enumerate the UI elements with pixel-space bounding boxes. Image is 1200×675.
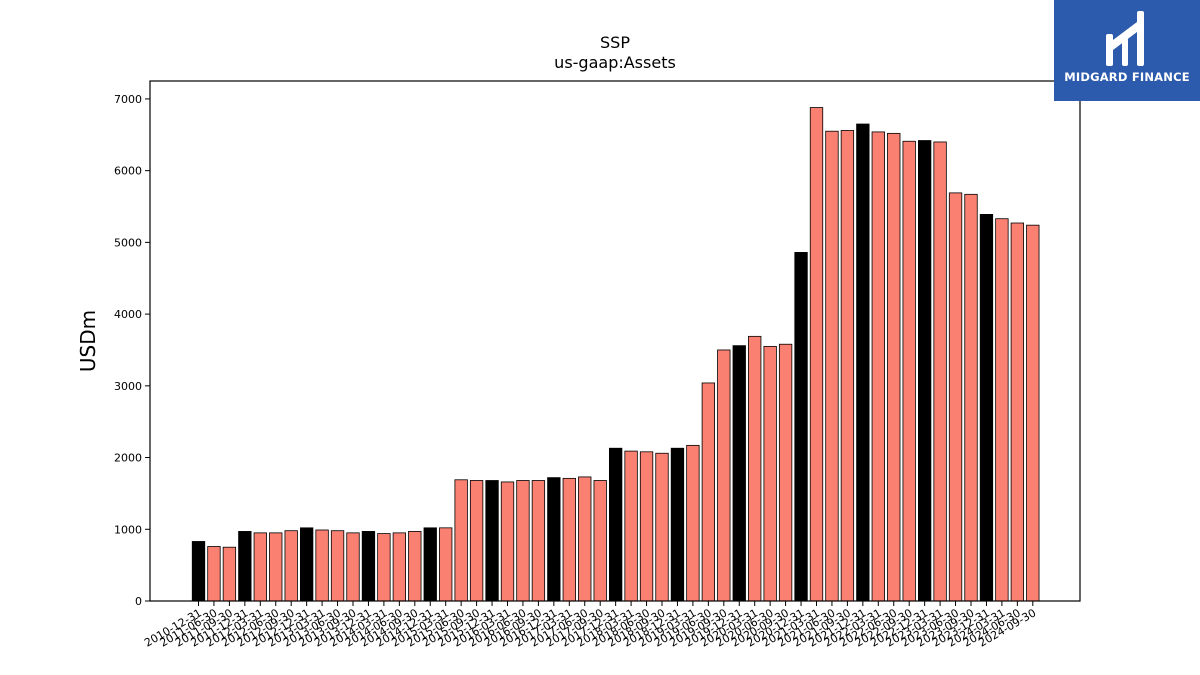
bar-2022-06-30 <box>887 132 901 602</box>
bar-2023-12-31 <box>979 214 994 602</box>
bar-2018-03-31 <box>624 450 638 602</box>
bar-2020-03-31 <box>748 335 762 602</box>
chart-subtitle: us-gaap:Assets <box>554 53 676 72</box>
chart-title: SSP <box>600 33 630 52</box>
y-axis-ticks: 0 1000 2000 3000 4000 5000 6000 7000 <box>114 93 150 608</box>
y-tick-label: 6000 <box>114 165 142 178</box>
bar-2017-03-31 <box>562 477 576 602</box>
bar-2019-09-30 <box>717 349 731 602</box>
bar-2017-06-30 <box>578 476 592 602</box>
bar-2018-09-30 <box>655 452 669 602</box>
y-tick-label: 4000 <box>114 308 142 321</box>
bar-2017-12-31 <box>609 447 623 602</box>
bar-2024-03-31 <box>995 218 1009 602</box>
bar-2024-09-30 <box>1026 224 1040 602</box>
brand-logo: MIDGARD FINANCE <box>1054 0 1200 101</box>
bar-2011-06-30 <box>207 546 221 602</box>
bar-2013-09-30 <box>346 532 360 602</box>
x-axis-ticks: 2010-12-312011-06-302011-09-302011-12-31… <box>142 601 1038 650</box>
bar-2022-09-30 <box>902 140 916 602</box>
bar-2023-09-30 <box>964 193 978 602</box>
bar-2012-03-31 <box>253 532 267 602</box>
bar-2021-03-31 <box>809 107 824 602</box>
bar-2013-12-31 <box>361 531 376 602</box>
bar-2020-09-30 <box>778 343 793 602</box>
bar-2014-06-30 <box>392 532 407 602</box>
y-tick-label: 3000 <box>114 380 142 393</box>
bar-2024-06-30 <box>1010 222 1024 602</box>
bar-2018-12-31 <box>670 447 685 602</box>
bar-2021-09-30 <box>840 130 855 602</box>
y-axis-label: USDm <box>76 310 100 372</box>
bar-2019-03-31 <box>686 444 700 602</box>
bar-2020-06-30 <box>763 345 777 602</box>
bar-2011-09-30 <box>222 546 237 602</box>
bar-2019-12-31 <box>732 345 746 602</box>
bar-2014-09-30 <box>408 531 422 602</box>
y-tick-label: 7000 <box>114 93 142 106</box>
bar-2021-12-31 <box>856 123 870 602</box>
bar-2017-09-30 <box>593 480 607 602</box>
y-tick-label: 2000 <box>114 452 142 465</box>
bar-2018-06-30 <box>639 451 654 602</box>
bar-2020-12-31 <box>794 252 808 602</box>
midgard-logo-icon <box>1106 11 1144 66</box>
bars-group <box>191 107 1040 602</box>
bar-2015-03-31 <box>439 527 453 602</box>
bar-2013-06-30 <box>330 530 345 602</box>
bar-2010-12-31 <box>191 541 206 602</box>
y-tick-label: 1000 <box>114 523 142 536</box>
bar-2012-09-30 <box>284 530 298 602</box>
bar-2022-03-31 <box>871 131 885 602</box>
y-tick-label: 5000 <box>114 236 142 249</box>
y-tick-label: 0 <box>135 595 142 608</box>
bar-2023-03-31 <box>933 141 947 602</box>
brand-name: MIDGARD FINANCE <box>1064 70 1190 84</box>
bar-2019-06-30 <box>701 382 715 602</box>
bar-2015-06-30 <box>454 479 468 602</box>
bar-2015-12-31 <box>485 480 499 602</box>
bar-2021-06-30 <box>825 130 839 602</box>
bar-2015-09-30 <box>469 480 484 602</box>
bar-2022-12-31 <box>918 140 932 602</box>
bar-2016-09-30 <box>531 480 546 602</box>
bar-2016-06-30 <box>516 480 530 602</box>
bar-2012-12-31 <box>299 527 314 602</box>
plot-frame <box>149 80 1081 602</box>
bar-2014-12-31 <box>423 527 437 602</box>
bar-2013-03-31 <box>315 529 329 602</box>
bar-2023-06-30 <box>948 192 963 602</box>
bar-2016-03-31 <box>500 481 515 602</box>
bar-2016-12-31 <box>547 477 561 602</box>
bar-2011-12-31 <box>238 531 252 602</box>
bar-2014-03-31 <box>377 533 391 602</box>
bar-2012-06-30 <box>269 532 283 602</box>
